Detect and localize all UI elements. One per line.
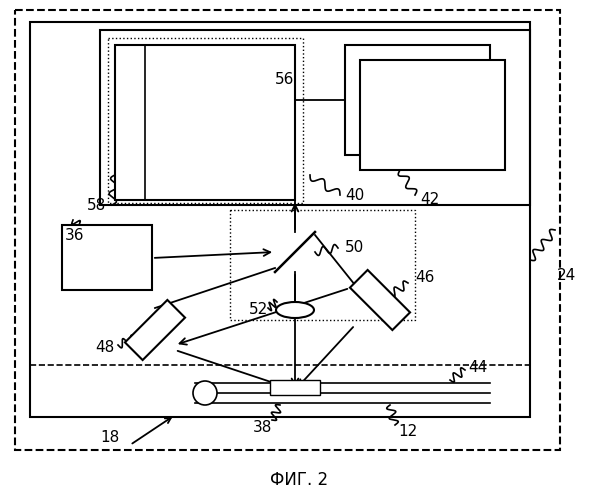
FancyBboxPatch shape — [62, 225, 152, 290]
FancyBboxPatch shape — [270, 380, 320, 395]
Text: ФИГ. 2: ФИГ. 2 — [270, 471, 328, 489]
Text: 42: 42 — [420, 192, 440, 208]
Text: 36: 36 — [65, 228, 85, 242]
Text: 18: 18 — [100, 430, 120, 446]
Text: 12: 12 — [398, 424, 417, 440]
Text: 58: 58 — [86, 198, 106, 212]
FancyBboxPatch shape — [115, 45, 295, 200]
Text: 48: 48 — [95, 340, 115, 355]
Text: 40: 40 — [346, 188, 365, 202]
Text: 50: 50 — [346, 240, 365, 256]
Text: 52: 52 — [248, 302, 268, 318]
Polygon shape — [350, 270, 410, 330]
Polygon shape — [125, 300, 185, 360]
Circle shape — [193, 381, 217, 405]
FancyBboxPatch shape — [345, 45, 490, 155]
Text: 44: 44 — [468, 360, 487, 376]
Ellipse shape — [276, 302, 314, 318]
Text: 46: 46 — [416, 270, 435, 285]
Text: 24: 24 — [557, 268, 576, 282]
Text: 56: 56 — [275, 72, 295, 88]
Text: 38: 38 — [252, 420, 271, 436]
FancyBboxPatch shape — [360, 60, 505, 170]
